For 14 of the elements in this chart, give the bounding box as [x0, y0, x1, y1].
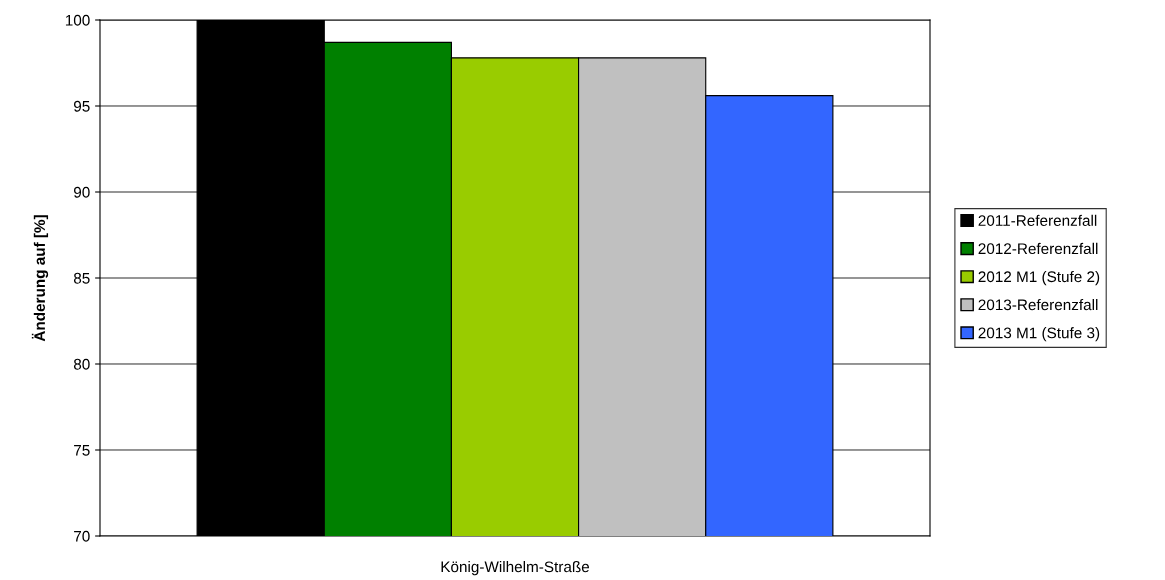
y-tick-label: 75 [74, 445, 90, 456]
y-tick-label: 90 [74, 186, 90, 198]
y-tick-label: 80 [73, 358, 90, 370]
legend-label: 2012 M1 (Stufe 2) [978, 270, 1100, 286]
legend-label: 2012-Referenzfall [978, 242, 1098, 255]
x-tick-label: König-Wilhelm-Straße [441, 561, 590, 576]
legend-label: 2013-Referenzfall [978, 298, 1098, 311]
y-tick-label: 70 [74, 530, 90, 542]
legend-label: 2011-Referenzfall [978, 214, 1097, 226]
y-axis-title: Änderung auf [%] [31, 215, 49, 342]
legend-label: 2013 M1 (Stufe 3) [978, 327, 1100, 342]
y-tick-label: 95 [74, 100, 90, 112]
y-tick-label: 85 [73, 272, 90, 284]
y-tick-label: 100 [65, 14, 90, 26]
